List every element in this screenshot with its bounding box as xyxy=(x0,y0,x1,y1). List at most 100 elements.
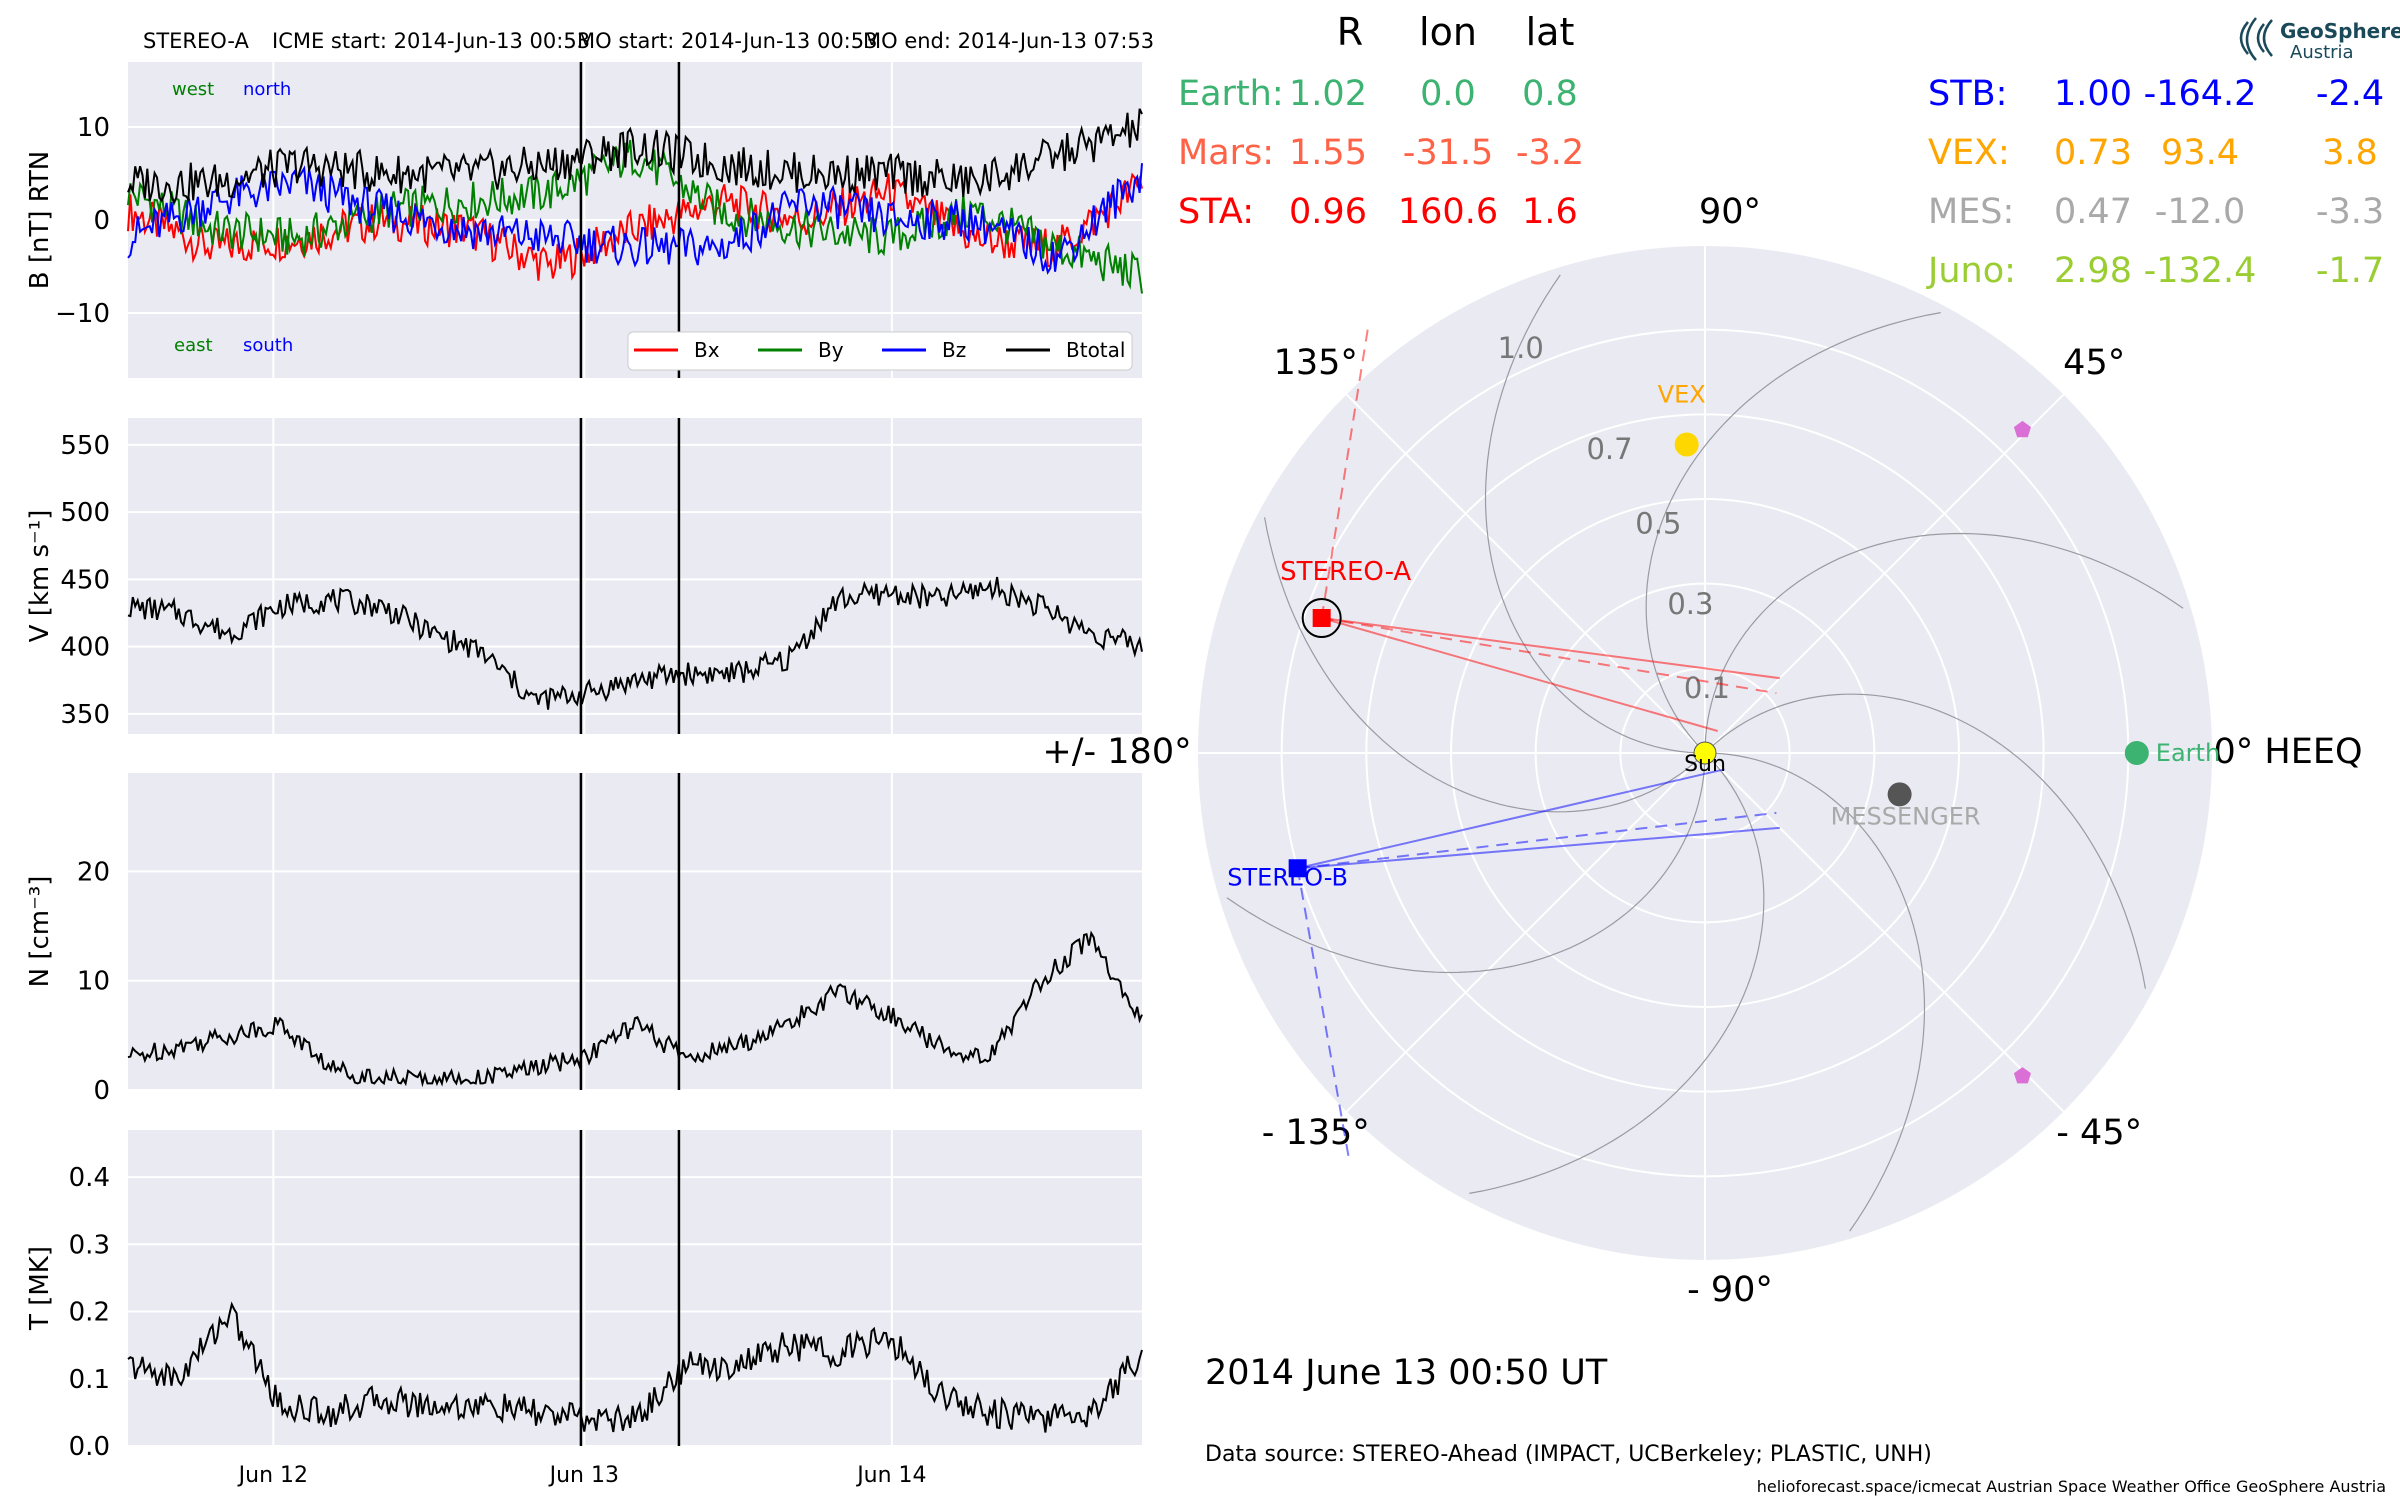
sta-link-line xyxy=(1321,617,1780,680)
juno-direction-marker xyxy=(2013,420,2031,438)
data-source: Data source: STEREO-Ahead (IMPACT, UCBer… xyxy=(1205,1442,1932,1467)
table-cell-name: MES: xyxy=(1928,192,2014,232)
header-mo-end: MO end: 2014-Jun-13 07:53 xyxy=(863,29,1154,53)
angle-tick-label: 0° HEEQ xyxy=(2214,732,2363,772)
table-header-r: R xyxy=(1337,10,1363,54)
sta-marker xyxy=(1312,609,1331,628)
sta-ring xyxy=(1301,598,1342,639)
table-cell-lon: 160.6 xyxy=(1398,192,1498,232)
table-cell-name: STB: xyxy=(1928,74,2007,114)
table-cell-R: 2.98 xyxy=(2054,251,2132,291)
angle-tick-label: 45° xyxy=(2063,343,2125,383)
vex-marker xyxy=(1674,432,1699,457)
sta-link-line xyxy=(1321,617,1718,732)
table-cell-lat: -3.2 xyxy=(1516,133,1584,173)
polar-grid-spoke xyxy=(1704,393,2065,754)
y-axis-label: V [km s⁻¹] xyxy=(25,510,55,643)
panel-magnetic-field: 10 0 −10B [nT] RTN xyxy=(25,62,1143,378)
y-tick-label: 0 xyxy=(93,206,110,236)
parker-spiral-line xyxy=(1710,693,2146,989)
b-field-legend: Bx By Bz Btotal xyxy=(627,331,1133,371)
parker-spiral-line xyxy=(1645,312,1941,748)
geosphere-logo: GeoSphere Austria xyxy=(2239,17,2400,63)
series-line-density xyxy=(127,930,1143,1088)
table-cell-name: Earth: xyxy=(1178,74,1284,114)
table-cell-R: 1.55 xyxy=(1289,133,1367,173)
radial-tick-label: 1.0 xyxy=(1498,331,1544,365)
radial-tick-label: 0.1 xyxy=(1684,671,1730,705)
earth-marker xyxy=(2124,741,2149,765)
y-tick-label: 0.1 xyxy=(69,1365,110,1395)
stb-link-line xyxy=(1297,826,1780,870)
y-tick-label: 20 xyxy=(77,857,110,887)
stb-link-line xyxy=(1297,811,1777,870)
series-line-By xyxy=(127,139,1143,294)
y-tick-label: 450 xyxy=(60,565,110,595)
label-east: east xyxy=(174,335,213,356)
y-tick-label: 10 xyxy=(77,967,110,997)
angle-tick-label: 90° xyxy=(1699,192,1761,232)
messenger-marker xyxy=(1887,782,1912,807)
table-cell-name: Mars: xyxy=(1178,133,1274,173)
radial-tick-label: 0.5 xyxy=(1635,507,1681,541)
y-tick-label: 0.0 xyxy=(69,1432,110,1462)
header-spacecraft: STEREO-A xyxy=(143,29,250,53)
table-cell-lat: 1.6 xyxy=(1522,192,1578,232)
table-cell-lat: -3.3 xyxy=(2316,192,2384,232)
table-cell-lat: -2.4 xyxy=(2316,74,2384,114)
sun-label: Sun xyxy=(1684,752,1726,777)
table-header-lon: lon xyxy=(1419,10,1477,54)
table-cell-name: Juno: xyxy=(1926,251,2016,291)
angle-tick-label: +/- 180° xyxy=(1042,732,1191,772)
polar-plot: 1.0 0.7 0.5 0.3 0.1 0° HEEQ 45° 90° 135° +/- 180°… xyxy=(1042,192,2362,1310)
label-west: west xyxy=(172,79,214,100)
parker-spiral-line xyxy=(1713,752,1926,1232)
radial-tick-label: 0.3 xyxy=(1667,587,1713,621)
header-icme-start: ICME start: 2014-Jun-13 00:53 xyxy=(272,29,590,53)
logo-line-1: GeoSphere xyxy=(2280,19,2400,43)
y-tick-label: 10 xyxy=(77,113,110,143)
parker-spiral-line xyxy=(1484,274,1697,754)
panel-background xyxy=(128,418,1142,734)
series-line-velocity xyxy=(127,576,1143,710)
legend-label-by: By xyxy=(818,338,844,362)
polar-grid-spoke xyxy=(1704,752,2065,1113)
x-tick-label: Jun 12 xyxy=(237,1463,308,1488)
series-line-temperature xyxy=(127,1301,1143,1433)
y-tick-label: 0.3 xyxy=(69,1230,110,1260)
table-cell-R: 1.02 xyxy=(1289,74,1367,114)
earth-label: Earth xyxy=(2156,739,2220,767)
panel-velocity: 550 500 450 400 350 V [km s⁻¹] xyxy=(25,418,1143,734)
panel-background xyxy=(128,773,1142,1090)
stb-link-line xyxy=(1296,868,1351,1163)
legend-frame xyxy=(627,331,1133,371)
parker-spiral-line xyxy=(1704,532,2184,745)
table-cell-lon: -31.5 xyxy=(1403,133,1494,173)
table-cell-lat: 0.8 xyxy=(1522,74,1578,114)
vex-label: VEX xyxy=(1658,381,1706,409)
table-cell-R: 0.47 xyxy=(2054,192,2132,232)
logo-line-2: Austria xyxy=(2290,42,2354,63)
table-cell-lon: 0.0 xyxy=(1420,74,1476,114)
time-series-panels: 10 0 −10B [nT] RTN 550 500 450 400 350 V [km s⁻¹… xyxy=(25,62,1143,1488)
y-tick-label: −10 xyxy=(55,299,110,329)
x-tick-label: Jun 13 xyxy=(548,1463,619,1488)
juno-direction-marker xyxy=(2013,1067,2031,1084)
panel-background xyxy=(128,1130,1142,1446)
label-north: north xyxy=(243,79,291,100)
legend-label-btotal: Btotal xyxy=(1066,338,1125,362)
stb-link-line xyxy=(1297,768,1725,870)
stb-marker xyxy=(1288,859,1307,878)
table-cell-R: 0.96 xyxy=(1289,192,1367,232)
angle-tick-label: - 90° xyxy=(1687,1270,1773,1310)
sta-link-line xyxy=(1321,617,1777,695)
angle-tick-label: - 135° xyxy=(1262,1113,1370,1153)
sta-label: STEREO-A xyxy=(1280,557,1411,587)
y-axis-label: N [cm⁻³] xyxy=(25,876,55,988)
label-south: south xyxy=(243,335,293,356)
sta-link-line xyxy=(1320,322,1370,619)
y-tick-label: 500 xyxy=(60,498,110,528)
table-cell-name: STA: xyxy=(1178,192,1254,232)
legend-label-bz: Bz xyxy=(942,338,966,362)
